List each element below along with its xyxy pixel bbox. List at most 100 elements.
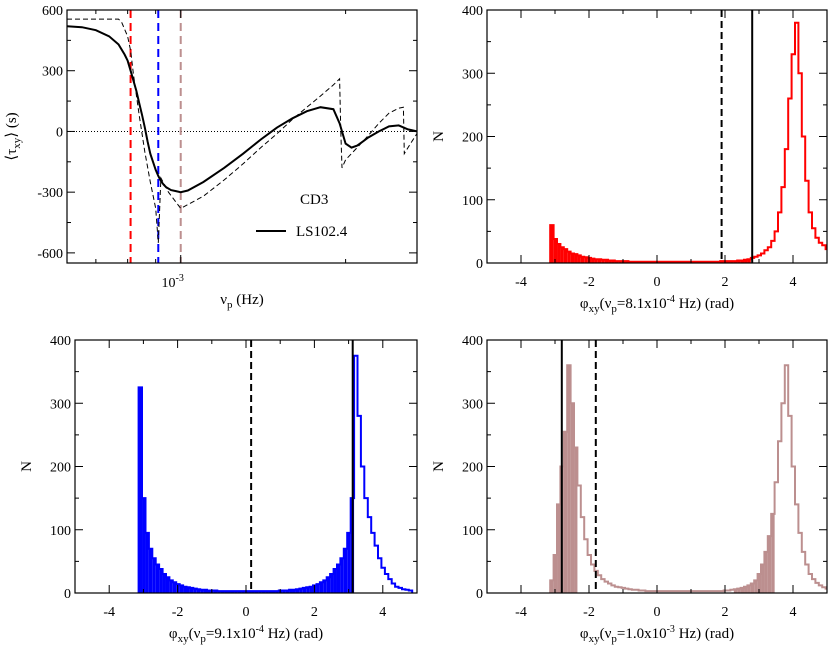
y-tick-label: 100 xyxy=(462,194,483,209)
histogram-bar xyxy=(145,532,149,593)
histogram-bars xyxy=(549,364,827,593)
y-tick-label: 200 xyxy=(462,461,483,476)
histogram-bar xyxy=(574,254,578,263)
histogram-bar xyxy=(580,256,585,263)
x-tick-label: 4 xyxy=(790,275,797,290)
histogram-bar xyxy=(557,504,561,593)
y-tick-label: 400 xyxy=(462,4,483,19)
histogram-bar xyxy=(343,548,348,593)
histogram-bar xyxy=(563,431,568,593)
histogram-bar xyxy=(761,564,765,593)
histogram-bar xyxy=(611,260,615,263)
y-tick-label: 0 xyxy=(476,587,483,602)
histogram-outline xyxy=(549,364,827,593)
series-cd3 xyxy=(67,18,417,243)
x-tick-label: -2 xyxy=(172,605,184,620)
y-tick-label: 0 xyxy=(476,257,483,272)
histogram-bar xyxy=(608,260,612,263)
x-axis-label-exp: -3 xyxy=(667,624,675,635)
histogram-bar xyxy=(172,582,177,593)
x-tick-label: 0 xyxy=(654,605,661,620)
histogram-bar xyxy=(326,577,331,593)
histogram-bar xyxy=(347,532,351,593)
histogram-outline xyxy=(549,21,827,263)
x-tick-label: 4 xyxy=(379,605,386,620)
y-axis-label-close: ⟩ (s) xyxy=(4,112,20,137)
histogram-bar xyxy=(574,447,578,593)
x-tick-label: -2 xyxy=(583,275,595,290)
y-axis-label-sub: xy xyxy=(11,137,23,149)
y-tick-label: 0 xyxy=(64,587,71,602)
histogram-bar xyxy=(604,259,609,263)
histogram-bar xyxy=(285,590,290,593)
y-tick-label: 400 xyxy=(462,334,483,349)
histogram-bar xyxy=(744,259,748,263)
x-tick-label: 0 xyxy=(654,275,661,290)
x-axis-label-nu: (ν xyxy=(189,626,201,642)
histogram-bar xyxy=(550,225,554,263)
x-tick-label: 10-3 xyxy=(162,273,184,291)
histogram-bar xyxy=(152,558,156,593)
histogram-bar xyxy=(737,260,741,263)
histogram-bar xyxy=(179,585,184,593)
histogram-bar xyxy=(306,587,310,593)
histogram-bar xyxy=(138,387,143,593)
histogram-bar xyxy=(282,590,286,593)
x-axis-label-sub: p xyxy=(227,299,233,311)
series-ls102-4 xyxy=(67,25,417,194)
histogram-bar xyxy=(162,574,166,593)
x-axis-label-nu: (ν xyxy=(600,626,612,642)
plot-frame xyxy=(66,9,418,264)
histogram-bar xyxy=(553,238,558,263)
x-axis-label: φxy(νp=1.0x10-3 Hz) (rad) xyxy=(580,624,734,645)
y-axis-label: ⟨τxy⟩ (s) xyxy=(4,112,23,160)
histogram-bars xyxy=(549,21,827,263)
x-axis-label-sub2: p xyxy=(611,633,617,645)
histogram-bar xyxy=(292,589,296,593)
y-tick-label: 100 xyxy=(50,524,71,539)
histogram-bar xyxy=(567,251,571,263)
histogram-bar xyxy=(333,568,337,593)
y-axis-label-open: ⟨τ xyxy=(4,149,20,161)
x-axis-label-nu: ν xyxy=(220,292,227,308)
x-tick-label: -4 xyxy=(515,605,527,620)
x-axis-label-phi: φ xyxy=(169,626,178,642)
y-tick-label: 300 xyxy=(50,397,71,412)
histogram-bar xyxy=(737,588,741,593)
legend-title: CD3 xyxy=(300,192,328,208)
x-axis-label-end: Hz) (rad) xyxy=(675,296,734,312)
y-tick-label: 100 xyxy=(462,524,483,539)
histogram-bar xyxy=(767,536,772,593)
histogram-bar xyxy=(340,558,344,593)
histogram-bar xyxy=(747,585,751,593)
histogram-bar xyxy=(148,548,153,593)
histogram-bar xyxy=(203,589,208,593)
histogram-bar xyxy=(186,587,190,593)
x-axis-label-value: =1.0x10 xyxy=(617,626,667,642)
histogram-bar xyxy=(159,568,163,593)
x-axis-label-end: Hz) (rad) xyxy=(675,626,734,642)
histogram-bar xyxy=(747,259,751,263)
histogram-bar xyxy=(570,403,575,593)
histogram-bar xyxy=(189,587,194,593)
x-axis-label: νp (Hz) xyxy=(220,292,264,311)
histogram-bar xyxy=(323,580,327,593)
x-tick-label: 2 xyxy=(722,605,729,620)
plot-frame xyxy=(486,9,828,264)
y-tick-label: 300 xyxy=(462,67,483,82)
y-tick-label: 200 xyxy=(50,461,71,476)
histogram-bar xyxy=(165,577,170,593)
histogram-bar xyxy=(740,587,745,593)
x-axis-label-phi: φ xyxy=(580,626,589,642)
histogram-bar xyxy=(594,259,598,263)
x-tick-label: 0 xyxy=(243,605,250,620)
x-tick-label: -4 xyxy=(103,605,115,620)
panel-tau-vs-frequency: -600 -300 0 300 600 10-3 νp (Hz) ⟨τxy⟩ (s) CD3 LS… xyxy=(4,4,418,311)
x-tick-label: -4 xyxy=(515,275,527,290)
plot-frame xyxy=(486,339,828,594)
histogram-bars xyxy=(137,354,414,593)
histogram-bar xyxy=(744,586,748,593)
x-axis-label-sub: xy xyxy=(589,303,601,315)
x-axis-label-sub2: p xyxy=(611,303,617,315)
